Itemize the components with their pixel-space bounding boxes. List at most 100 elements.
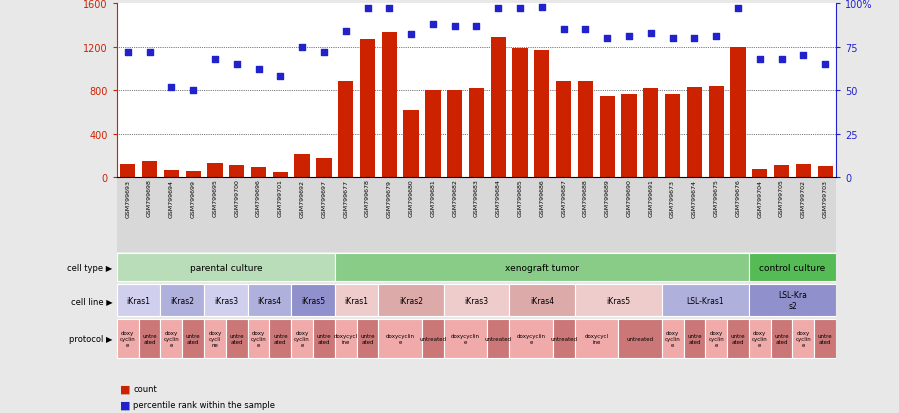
Bar xyxy=(662,320,683,358)
Text: GSM799695: GSM799695 xyxy=(212,179,218,217)
Bar xyxy=(208,164,223,178)
Text: iKras5: iKras5 xyxy=(606,296,630,305)
Text: GSM799687: GSM799687 xyxy=(561,179,566,217)
Text: untre
ated: untre ated xyxy=(731,333,745,344)
Text: cell type ▶: cell type ▶ xyxy=(67,263,112,272)
Point xyxy=(774,56,788,63)
Text: percentile rank within the sample: percentile rank within the sample xyxy=(133,400,275,409)
Bar xyxy=(120,164,136,178)
Bar xyxy=(291,284,334,317)
Bar xyxy=(378,320,422,358)
Bar xyxy=(164,171,179,178)
Point xyxy=(752,56,767,63)
Point xyxy=(273,74,288,80)
Text: doxycyclin
e: doxycyclin e xyxy=(386,333,414,344)
Point xyxy=(512,6,527,13)
Bar xyxy=(665,95,681,178)
Point xyxy=(818,62,832,68)
Point xyxy=(252,67,266,74)
Text: GSM799682: GSM799682 xyxy=(452,179,458,217)
Text: untre
ated: untre ated xyxy=(818,333,832,344)
Bar xyxy=(251,167,266,178)
Bar xyxy=(378,284,444,317)
Text: GSM799698: GSM799698 xyxy=(147,179,152,217)
Text: doxy
cyclin
e: doxy cyclin e xyxy=(164,330,179,347)
Point xyxy=(535,4,549,11)
Bar xyxy=(247,320,270,358)
Text: doxy
cyclin
e: doxy cyclin e xyxy=(708,330,724,347)
Text: GSM799686: GSM799686 xyxy=(539,179,545,217)
Bar xyxy=(574,284,662,317)
Text: cell line ▶: cell line ▶ xyxy=(71,296,112,305)
Bar xyxy=(117,284,160,317)
Text: GSM799684: GSM799684 xyxy=(495,179,501,217)
Bar xyxy=(334,253,749,282)
Text: GSM799697: GSM799697 xyxy=(322,179,326,217)
Point xyxy=(229,62,244,68)
Bar xyxy=(708,87,724,178)
Text: doxy
cycli
ne: doxy cycli ne xyxy=(209,330,221,347)
Bar xyxy=(512,49,528,178)
Text: GSM799705: GSM799705 xyxy=(779,179,784,217)
Bar xyxy=(334,284,378,317)
Point xyxy=(665,36,680,42)
Text: untre
ated: untre ated xyxy=(186,333,200,344)
Bar xyxy=(706,320,727,358)
Bar xyxy=(357,320,378,358)
Bar xyxy=(444,284,509,317)
Text: GSM799679: GSM799679 xyxy=(387,179,392,217)
Point xyxy=(578,27,592,33)
Point xyxy=(382,6,396,13)
Point xyxy=(491,6,505,13)
Text: GSM799699: GSM799699 xyxy=(191,179,196,217)
Text: GSM799692: GSM799692 xyxy=(299,179,305,217)
Bar xyxy=(138,320,160,358)
Text: GSM799693: GSM799693 xyxy=(125,179,130,217)
Point xyxy=(208,56,222,63)
Text: GSM799688: GSM799688 xyxy=(583,179,588,217)
Text: GSM799680: GSM799680 xyxy=(408,179,414,217)
Bar xyxy=(291,320,313,358)
Text: iKras5: iKras5 xyxy=(301,296,325,305)
Bar xyxy=(621,95,636,178)
Point xyxy=(622,34,636,40)
Point xyxy=(687,36,701,42)
Text: GSM799675: GSM799675 xyxy=(714,179,718,217)
Text: GSM799689: GSM799689 xyxy=(605,179,610,217)
Bar xyxy=(444,320,487,358)
Text: GSM799703: GSM799703 xyxy=(823,179,828,217)
Bar xyxy=(643,89,658,178)
Bar xyxy=(160,284,204,317)
Text: untreated: untreated xyxy=(419,336,447,341)
Point xyxy=(186,88,200,94)
Bar xyxy=(727,320,749,358)
Text: GSM799683: GSM799683 xyxy=(474,179,479,217)
Text: GSM799673: GSM799673 xyxy=(670,179,675,217)
Text: GSM799678: GSM799678 xyxy=(365,179,370,217)
Text: doxy
cyclin
e: doxy cyclin e xyxy=(796,330,811,347)
Bar xyxy=(226,320,247,358)
Text: GSM799694: GSM799694 xyxy=(169,179,174,217)
Text: GSM799700: GSM799700 xyxy=(235,179,239,217)
Bar xyxy=(469,89,484,178)
Text: untreated: untreated xyxy=(550,336,577,341)
Point xyxy=(295,44,309,51)
Bar xyxy=(730,47,745,178)
Text: GSM799681: GSM799681 xyxy=(431,179,435,217)
Text: doxycycl
ine: doxycycl ine xyxy=(584,333,609,344)
Bar xyxy=(556,82,571,178)
Bar xyxy=(425,91,441,178)
Point xyxy=(360,6,375,13)
Point xyxy=(709,34,724,40)
Text: untre
ated: untre ated xyxy=(229,333,244,344)
Text: doxy
cyclin
e: doxy cyclin e xyxy=(294,330,310,347)
Point xyxy=(426,21,441,28)
Bar xyxy=(182,320,204,358)
Point xyxy=(731,6,745,13)
Bar xyxy=(487,320,509,358)
Bar xyxy=(229,166,245,178)
Bar xyxy=(509,284,574,317)
Bar xyxy=(578,82,593,178)
Point xyxy=(556,27,571,33)
Bar xyxy=(796,164,811,178)
